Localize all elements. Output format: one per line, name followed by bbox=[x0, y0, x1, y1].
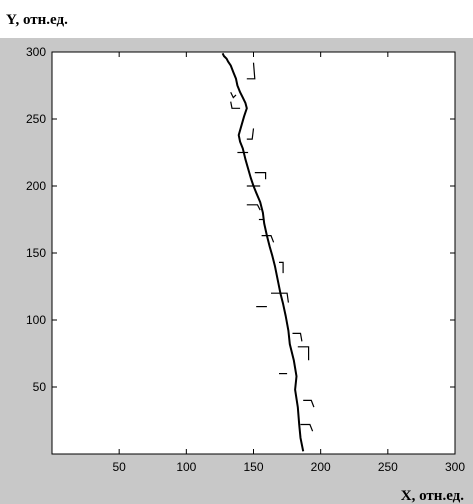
x-tick-label: 200 bbox=[311, 460, 331, 474]
y-tick-label: 150 bbox=[26, 246, 46, 260]
crack-branch bbox=[297, 346, 310, 361]
tick-labels: 50 100 150 200 250 300 50 100 150 200 250 300 bbox=[26, 45, 465, 474]
crack-branches bbox=[230, 62, 315, 432]
y-tick-label: 100 bbox=[26, 313, 46, 327]
crack-branch bbox=[261, 235, 275, 243]
x-tick-label: 100 bbox=[176, 460, 196, 474]
crack-branch bbox=[303, 399, 315, 408]
crack-branch bbox=[246, 204, 261, 211]
crack-branch bbox=[292, 332, 303, 342]
crack-branch bbox=[271, 292, 289, 303]
y-tick-label: 50 bbox=[33, 380, 47, 394]
crack-branch bbox=[300, 423, 314, 432]
crack-branch bbox=[230, 91, 237, 99]
crack-branch bbox=[279, 261, 284, 274]
crack-branch bbox=[230, 101, 241, 109]
y-tick-label: 200 bbox=[26, 179, 46, 193]
crack-series bbox=[221, 52, 305, 452]
crack-path bbox=[221, 52, 305, 452]
crack-branch bbox=[254, 172, 267, 180]
y-tick-label: 300 bbox=[26, 45, 46, 59]
x-tick-label: 150 bbox=[243, 460, 263, 474]
x-tick-label: 300 bbox=[445, 460, 465, 474]
crack-branch bbox=[246, 62, 256, 80]
axis-ticks bbox=[52, 51, 456, 454]
y-tick-label: 250 bbox=[26, 112, 46, 126]
crack-branch bbox=[246, 128, 255, 140]
x-axis-label: X, отн.ед. bbox=[401, 488, 464, 504]
plot-area bbox=[51, 51, 456, 455]
y-axis-label: Y, отн.ед. bbox=[6, 12, 68, 28]
x-tick-label: 250 bbox=[378, 460, 398, 474]
x-tick-label: 50 bbox=[112, 460, 126, 474]
